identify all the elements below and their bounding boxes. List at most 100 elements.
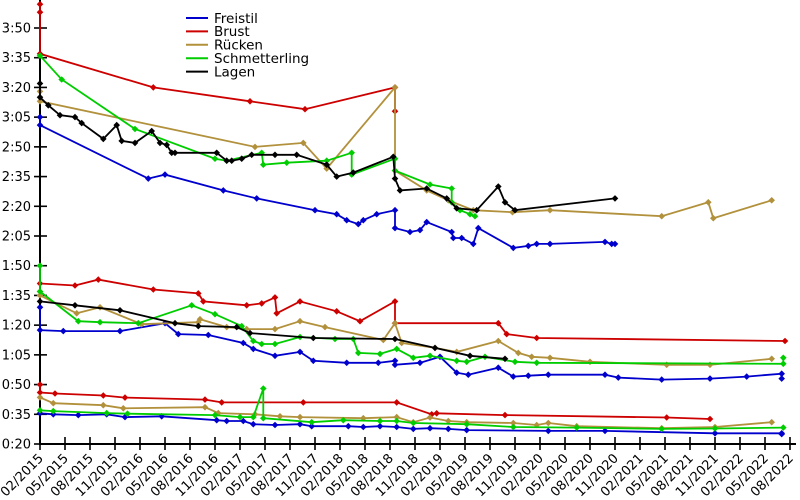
data-point <box>138 320 145 328</box>
legend-label: Brust <box>214 24 250 40</box>
data-point <box>475 224 482 232</box>
data-point <box>301 105 309 113</box>
data-point <box>171 319 179 327</box>
data-point <box>416 226 424 234</box>
data-point <box>150 286 157 293</box>
data-point <box>546 206 554 214</box>
data-point <box>321 323 329 331</box>
data-point <box>463 420 470 428</box>
data-point <box>36 98 44 105</box>
data-point <box>348 171 355 178</box>
data-point <box>376 422 384 430</box>
data-point <box>393 345 400 353</box>
data-point <box>253 195 260 202</box>
data-point <box>36 292 44 299</box>
data-point <box>213 416 220 424</box>
data-point <box>56 111 64 119</box>
data-point <box>546 240 554 248</box>
series-lagen-mid-markers <box>36 298 509 363</box>
data-point <box>546 354 554 362</box>
data-point <box>250 337 257 345</box>
y-tick-label: 3:20 <box>2 81 31 96</box>
data-point <box>333 173 340 180</box>
data-point <box>510 419 517 427</box>
data-point <box>238 322 245 330</box>
data-point <box>743 373 750 380</box>
data-point <box>658 376 665 383</box>
data-point <box>223 417 230 425</box>
data-point <box>445 417 452 425</box>
data-point <box>36 121 44 129</box>
data-point <box>525 372 532 379</box>
series-brust-mid <box>36 276 789 345</box>
y-tick-label: 1:35 <box>2 289 31 304</box>
data-point <box>391 335 399 343</box>
data-point <box>601 427 609 435</box>
data-point <box>300 139 307 147</box>
data-point <box>120 405 127 412</box>
data-point <box>271 352 279 360</box>
y-tick-label: 3:35 <box>2 51 31 66</box>
data-point <box>601 371 609 378</box>
data-point <box>201 396 209 403</box>
data-point <box>75 317 82 325</box>
legend-item-schmetterling: Schmetterling <box>186 51 309 67</box>
data-point <box>433 410 440 417</box>
y-tick-label: 1:20 <box>2 319 31 334</box>
series-ruecken-mid-markers <box>36 288 775 369</box>
series-ruecken-long <box>36 84 775 222</box>
data-point <box>163 141 170 149</box>
legend-item-freistil: Freistil <box>186 11 258 27</box>
data-point <box>533 334 540 342</box>
data-point <box>423 218 430 226</box>
series-ruecken-short-markers <box>36 394 775 432</box>
data-point <box>296 298 304 305</box>
y-tick-label: 3:50 <box>2 22 31 37</box>
data-point <box>211 310 219 318</box>
series-brust-mid-markers <box>36 276 789 345</box>
legend-label: Freistil <box>214 11 258 27</box>
data-point <box>525 242 532 250</box>
data-point <box>260 161 267 168</box>
data-point <box>233 323 240 331</box>
data-point <box>503 330 510 338</box>
data-point <box>196 315 204 323</box>
data-point <box>390 153 397 161</box>
data-point <box>271 340 279 348</box>
data-point <box>501 199 509 206</box>
data-point <box>36 407 44 414</box>
data-point <box>528 353 535 361</box>
data-point <box>458 234 465 242</box>
data-point <box>495 337 502 345</box>
data-point <box>473 206 480 214</box>
data-point <box>768 197 775 204</box>
data-point <box>36 113 44 121</box>
data-point <box>348 149 355 157</box>
data-point <box>360 216 367 224</box>
data-point <box>50 407 57 415</box>
data-point <box>470 240 477 248</box>
data-point <box>205 331 212 339</box>
data-point <box>391 206 399 214</box>
series-brust-long-line <box>39 4 396 112</box>
data-point <box>36 262 44 269</box>
series-schmetterling-mid-line <box>39 265 785 365</box>
data-point <box>611 240 619 248</box>
data-point <box>658 212 665 220</box>
data-point <box>78 119 85 127</box>
data-point <box>113 121 120 129</box>
data-point <box>426 352 434 360</box>
series-schmetterling-mid <box>36 262 787 368</box>
data-point <box>453 205 460 212</box>
data-point <box>706 375 714 382</box>
data-point <box>36 304 44 311</box>
x-axis-ticks: 02/201505/201508/201511/201502/201605/20… <box>0 437 797 500</box>
data-point <box>410 425 417 433</box>
series-ruecken-mid <box>36 288 775 369</box>
data-point <box>36 381 44 388</box>
data-point <box>515 349 522 357</box>
data-point <box>71 302 79 309</box>
data-point <box>71 282 79 289</box>
series-lagen-long-markers <box>36 80 619 214</box>
